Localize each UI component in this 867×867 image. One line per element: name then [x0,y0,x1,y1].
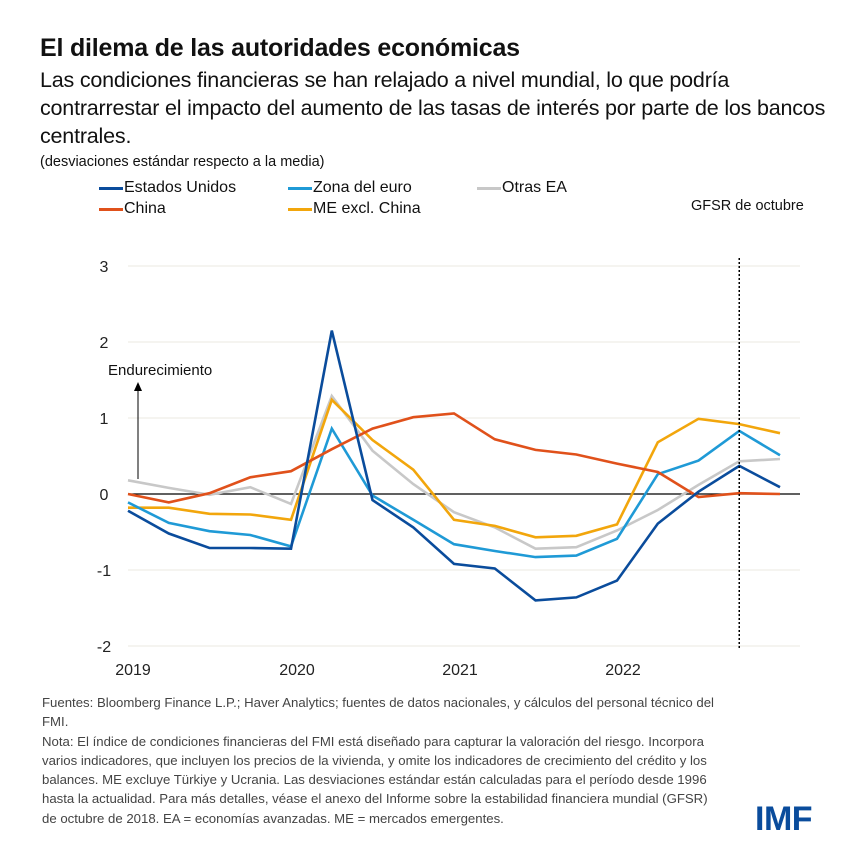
gfsr-annotation: GFSR de octubre [691,198,804,214]
legend-label: ME excl. China [313,200,421,217]
legend-swatch [477,186,501,190]
series-line-me-excl-china [128,397,781,539]
series-line-china [127,412,781,504]
y-tick-label: -2 [97,639,111,656]
legend-swatch [99,207,123,211]
legend-label: Otras EA [502,179,567,196]
chart-subtitle: Las condiciones financieras se han relaj… [40,68,826,148]
legend-label: Estados Unidos [124,179,237,196]
note-text: Nota: El índice de condiciones financier… [42,733,708,826]
series-line-estados-unidos [127,330,781,602]
legend-item-me-excl-china: ME excl. China [288,200,421,218]
series-line-zona-del-euro [127,425,781,559]
imf-logo: IMF [755,800,813,838]
legend-item-china: China [99,200,166,218]
y-tick-label: 0 [100,487,109,504]
series-line-otras-ea [127,393,781,551]
x-tick-label: 2019 [115,662,151,679]
x-tick-label: 2021 [442,662,478,679]
legend-item-otras-ea: Otras EA [477,179,567,197]
tightening-arrow-head [134,382,142,391]
y-tick-label: -1 [97,563,111,580]
tightening-label: Endurecimiento [108,362,212,379]
sources-text: Fuentes: Bloomberg Finance L.P.; Haver A… [42,695,714,730]
chart-title: El dilema de las autoridades económicas [40,34,520,62]
legend-swatch [288,207,312,211]
y-tick-label: 1 [100,411,109,428]
legend-label: China [124,200,166,217]
footer-notes: Fuentes: Bloomberg Finance L.P.; Haver A… [42,693,722,828]
y-tick-label: 2 [100,335,109,352]
legend-item-zona-del-euro: Zona del euro [288,179,412,197]
x-tick-label: 2022 [605,662,641,679]
y-tick-label: 3 [100,259,109,276]
legend-swatch [288,186,312,190]
legend-label: Zona del euro [313,179,412,196]
legend-swatch [99,186,123,190]
x-tick-label: 2020 [279,662,315,679]
units-label: (desviaciones estándar respecto a la med… [40,154,325,170]
legend-item-estados-unidos: Estados Unidos [99,179,236,197]
